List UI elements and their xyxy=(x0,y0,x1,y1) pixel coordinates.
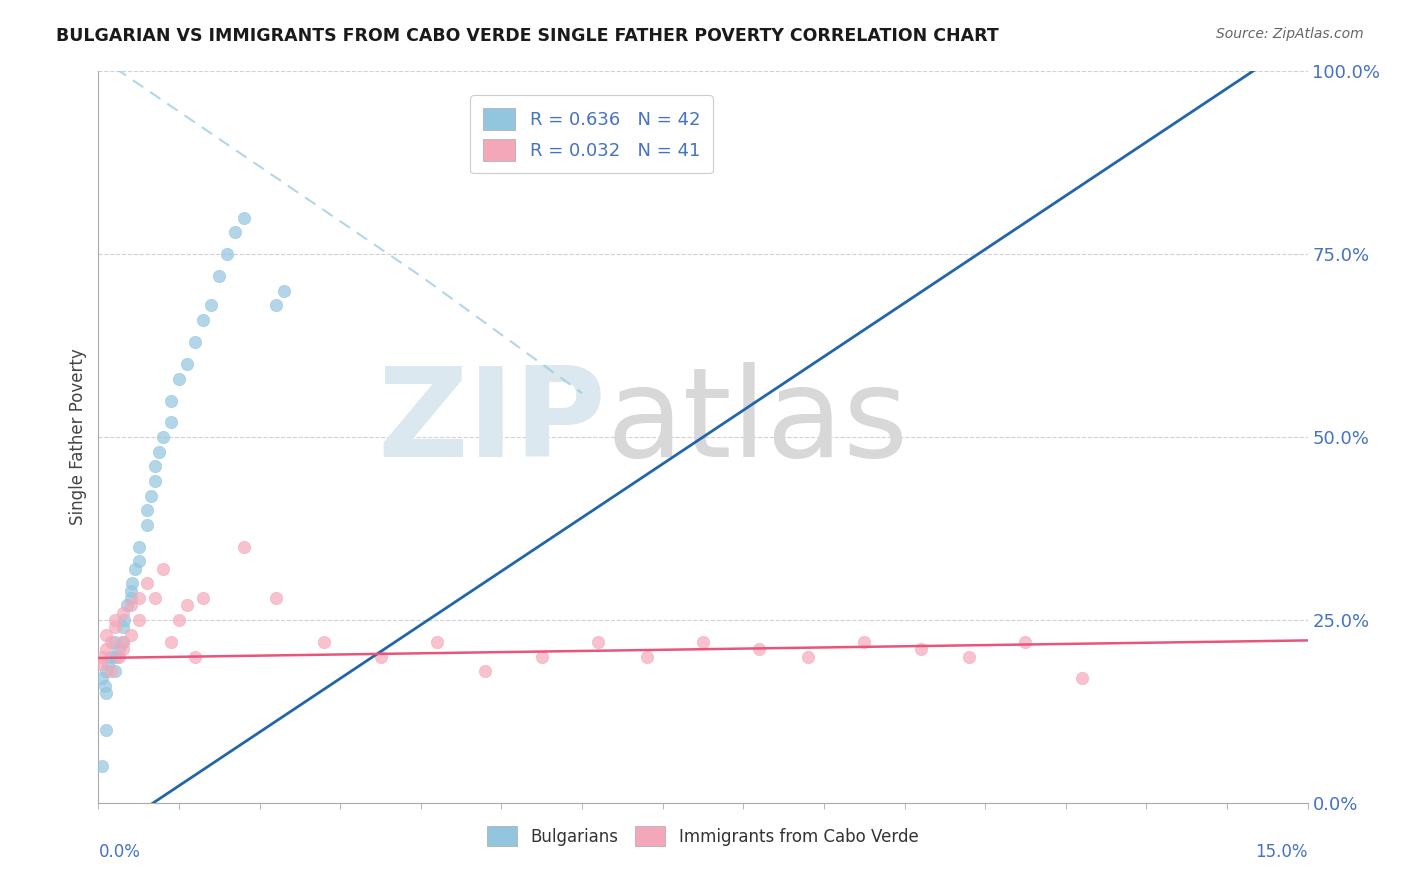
Point xyxy=(152,562,174,576)
Point xyxy=(111,635,134,649)
Point xyxy=(120,627,142,641)
Point xyxy=(193,591,215,605)
Point xyxy=(160,393,183,408)
Point xyxy=(105,649,128,664)
Point xyxy=(111,620,134,634)
Point xyxy=(124,562,146,576)
Point xyxy=(152,430,174,444)
Y-axis label: Single Father Poverty: Single Father Poverty xyxy=(69,349,87,525)
Point xyxy=(586,635,609,649)
Point xyxy=(115,599,138,613)
Point xyxy=(910,642,932,657)
Point xyxy=(208,269,231,284)
Point xyxy=(103,664,125,678)
Point xyxy=(217,247,239,261)
Legend: Bulgarians, Immigrants from Cabo Verde: Bulgarians, Immigrants from Cabo Verde xyxy=(481,820,925,853)
Point xyxy=(103,620,125,634)
Point xyxy=(128,591,150,605)
Point xyxy=(97,657,120,671)
Point xyxy=(797,649,820,664)
Point xyxy=(1014,635,1036,649)
Point xyxy=(91,672,114,686)
Point xyxy=(370,649,392,664)
Text: 0.0%: 0.0% xyxy=(98,843,141,861)
Point xyxy=(314,635,336,649)
Point xyxy=(121,576,143,591)
Point xyxy=(128,540,150,554)
Point xyxy=(167,371,190,385)
Point xyxy=(139,489,162,503)
Point xyxy=(103,635,125,649)
Point xyxy=(128,613,150,627)
Point xyxy=(135,503,157,517)
Point xyxy=(96,642,118,657)
Point xyxy=(184,649,207,664)
Point xyxy=(160,635,183,649)
Text: ZIP: ZIP xyxy=(378,362,606,483)
Point xyxy=(273,284,295,298)
Point xyxy=(957,649,980,664)
Point xyxy=(96,723,118,737)
Point xyxy=(426,635,449,649)
Point xyxy=(135,517,157,532)
Text: Source: ZipAtlas.com: Source: ZipAtlas.com xyxy=(1216,27,1364,41)
Point xyxy=(111,635,134,649)
Point xyxy=(853,635,876,649)
Point xyxy=(143,459,166,474)
Point xyxy=(96,627,118,641)
Point xyxy=(160,416,183,430)
Point xyxy=(176,357,198,371)
Text: BULGARIAN VS IMMIGRANTS FROM CABO VERDE SINGLE FATHER POVERTY CORRELATION CHART: BULGARIAN VS IMMIGRANTS FROM CABO VERDE … xyxy=(56,27,1000,45)
Point xyxy=(120,599,142,613)
Point xyxy=(184,334,207,349)
Point xyxy=(636,649,658,664)
Point xyxy=(120,583,142,598)
Point xyxy=(176,599,198,613)
Point xyxy=(692,635,714,649)
Point xyxy=(148,444,170,458)
Point xyxy=(107,642,129,657)
Point xyxy=(135,576,157,591)
Point xyxy=(100,664,122,678)
Point xyxy=(232,211,254,225)
Point xyxy=(193,313,215,327)
Point xyxy=(94,679,117,693)
Point xyxy=(167,613,190,627)
Point xyxy=(111,606,134,620)
Point xyxy=(90,657,112,671)
Point xyxy=(96,664,118,678)
Point xyxy=(264,591,287,605)
Point xyxy=(200,298,222,312)
Point xyxy=(103,613,125,627)
Text: 15.0%: 15.0% xyxy=(1256,843,1308,861)
Point xyxy=(143,474,166,488)
Point xyxy=(107,649,129,664)
Point xyxy=(748,642,770,657)
Point xyxy=(1070,672,1092,686)
Point xyxy=(111,642,134,657)
Point xyxy=(530,649,553,664)
Point xyxy=(128,554,150,568)
Point xyxy=(120,591,142,605)
Point xyxy=(91,649,114,664)
Point xyxy=(264,298,287,312)
Point xyxy=(112,613,135,627)
Point xyxy=(100,649,122,664)
Point xyxy=(224,225,246,239)
Point xyxy=(96,686,118,700)
Point xyxy=(474,664,496,678)
Point xyxy=(232,540,254,554)
Point xyxy=(91,759,114,773)
Point xyxy=(100,635,122,649)
Point xyxy=(143,591,166,605)
Text: atlas: atlas xyxy=(606,362,908,483)
